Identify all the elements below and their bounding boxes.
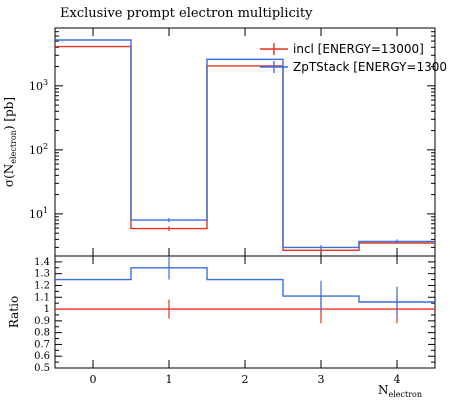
main-y-axis-label: σ(Nelectron) [pb] bbox=[2, 97, 18, 187]
main-y-tick-label: 102 bbox=[29, 142, 48, 157]
ratio-y-tick-label: 0.5 bbox=[34, 363, 50, 374]
ratio-y-tick-label: 0.9 bbox=[34, 316, 50, 327]
legend-entry-zptstack: ZpTStack [ENERGY=1300 bbox=[260, 60, 447, 74]
ratio-y-tick-label: 1.3 bbox=[34, 269, 50, 280]
main-y-tick-label: 101 bbox=[29, 206, 48, 221]
ratio-y-tick-label: 0.8 bbox=[34, 328, 50, 339]
ratio-plot-frame bbox=[54, 255, 436, 369]
x-tick-label: 2 bbox=[242, 373, 249, 386]
ratio-series-1 bbox=[55, 267, 435, 303]
ratio-y-tick-label: 1 bbox=[44, 304, 50, 315]
ratio-y-tick-label: 0.7 bbox=[34, 339, 50, 350]
legend-entry-incl: incl [ENERGY=13000] bbox=[260, 42, 424, 56]
x-tick-label: 1 bbox=[166, 373, 173, 386]
x-tick-label: 0 bbox=[90, 373, 97, 386]
ratio-y-tick-label: 0.6 bbox=[34, 351, 50, 362]
ratio-y-tick-label: 1.4 bbox=[34, 257, 50, 268]
x-tick-label: 3 bbox=[318, 373, 325, 386]
ratio-y-axis-label: Ratio bbox=[7, 296, 21, 328]
main-series-1 bbox=[55, 39, 435, 249]
legend-label-zptstack: ZpTStack [ENERGY=1300 bbox=[293, 60, 447, 74]
ratio-y-tick-label: 1.2 bbox=[34, 280, 50, 291]
x-tick-label: 4 bbox=[394, 373, 401, 386]
x-axis-label: Nelectron bbox=[378, 383, 422, 399]
legend-label-incl: incl [ENERGY=13000] bbox=[293, 42, 424, 56]
main-y-tick-label: 103 bbox=[29, 78, 48, 93]
chart-title: Exclusive prompt electron multiplicity bbox=[60, 6, 313, 21]
ratio-y-tick-label: 1.1 bbox=[34, 292, 50, 303]
chart-legend: incl [ENERGY=13000] ZpTStack [ENERGY=130… bbox=[260, 42, 447, 74]
main-series-0 bbox=[55, 45, 435, 251]
